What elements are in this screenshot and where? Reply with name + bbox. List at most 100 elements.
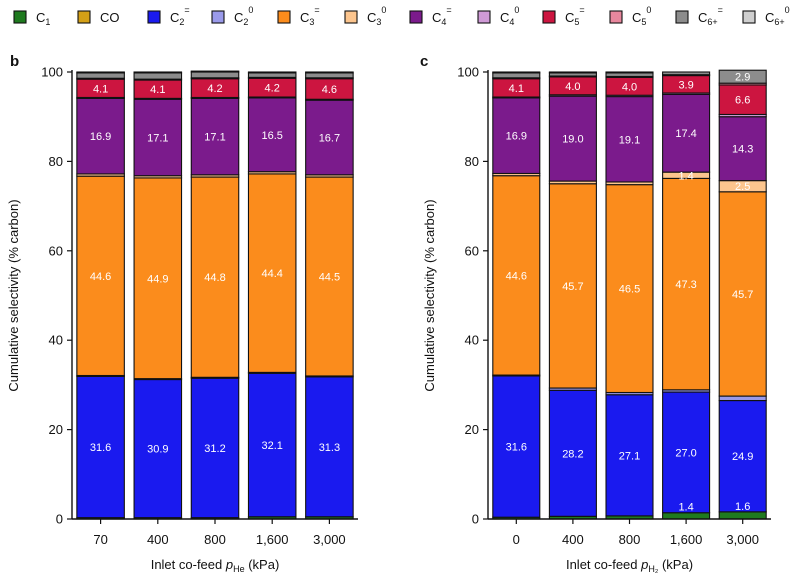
y-axis-label: Cumulative selectivity (% carbon) <box>422 199 437 391</box>
data-label: 28.2 <box>562 448 583 460</box>
bar-stack: 31.6 44.6 16.9 4.1 <box>492 71 541 520</box>
bar-segment <box>718 399 767 513</box>
y-tick-label: 0 <box>56 512 63 527</box>
data-label: 19.0 <box>562 134 583 146</box>
bar-segment <box>247 71 297 74</box>
bar-segment <box>492 71 541 74</box>
bar-segment <box>605 71 654 74</box>
bar-segment <box>76 71 125 74</box>
legend-swatch <box>542 10 556 24</box>
data-label: 44.4 <box>261 268 282 280</box>
data-label: 31.2 <box>204 443 225 455</box>
data-label: 27.1 <box>619 450 640 462</box>
y-tick-label: 60 <box>465 243 479 258</box>
data-label: 45.7 <box>732 289 753 301</box>
bar-segment <box>492 175 541 376</box>
x-tick-label: 3,000 <box>313 532 346 547</box>
x-tick-label: 3,000 <box>726 532 759 547</box>
bar-segment <box>305 72 354 79</box>
bar-segment <box>133 98 183 177</box>
legend-item-10: C6+= <box>675 5 723 27</box>
legend-label: C3= <box>300 5 320 27</box>
bar-segment <box>247 72 297 78</box>
legend-item-2: C2= <box>147 5 190 27</box>
bar-stack: 30.9 44.9 17.1 4.1 <box>133 71 183 520</box>
data-label: 4.1 <box>93 83 108 95</box>
bar-segment <box>190 377 240 519</box>
legend-swatch <box>277 10 291 24</box>
bar-segment <box>305 71 354 74</box>
bar-segment <box>718 395 767 402</box>
y-tick-label: 40 <box>465 333 479 348</box>
bar-segment <box>247 97 297 173</box>
bar-segment <box>662 177 711 391</box>
panel-letter: c <box>420 53 428 70</box>
bar-segment <box>190 97 240 176</box>
legend-swatch <box>211 10 225 24</box>
legend-label: C4= <box>432 5 452 27</box>
bar-segment <box>718 69 767 84</box>
data-label: 17.1 <box>204 132 225 144</box>
legend: C1 CO C2= C20 C3= C30 C4= C40 C5= C50 C6+= C6+0 <box>13 5 790 27</box>
bar-segment <box>305 176 354 377</box>
bar-segment <box>133 177 183 380</box>
panel-letter: b <box>10 53 19 70</box>
y-tick-label: 20 <box>49 422 63 437</box>
data-label: 4.1 <box>509 83 524 95</box>
legend-item-1: CO <box>77 10 120 25</box>
data-label: 44.9 <box>147 273 168 285</box>
legend-item-9: C50 <box>609 5 651 27</box>
y-axis-label: Cumulative selectivity (% carbon) <box>6 199 21 391</box>
data-label: 4.0 <box>622 81 637 93</box>
legend-item-7: C40 <box>477 5 519 27</box>
bar-segment <box>662 93 711 173</box>
legend-item-6: C4= <box>409 5 452 27</box>
data-label: 44.6 <box>90 271 111 283</box>
bar-stack: 27.1 46.5 19.1 4.0 <box>605 71 654 520</box>
y-tick-label: 80 <box>465 154 479 169</box>
bar-segment <box>305 376 354 518</box>
data-label: 1.6 <box>735 501 750 513</box>
data-label: 44.8 <box>204 272 225 284</box>
data-label: 30.9 <box>147 444 168 456</box>
y-tick-label: 100 <box>457 65 479 80</box>
bar-segment <box>133 378 183 519</box>
data-label: 2.9 <box>735 72 750 84</box>
data-label: 4.2 <box>207 83 222 95</box>
x-tick-label: 1,600 <box>670 532 703 547</box>
data-label: 17.4 <box>675 128 696 140</box>
bar-segment <box>605 96 654 183</box>
data-label: 6.6 <box>735 95 750 107</box>
data-label: 16.9 <box>90 131 111 143</box>
data-label: 4.6 <box>322 84 337 96</box>
data-label: 46.5 <box>619 284 640 296</box>
legend-label: C1 <box>36 10 50 27</box>
bar-stack: 1.6 24.9 45.7 2.5 14.3 6.6 2.9 <box>718 69 767 520</box>
data-label: 47.3 <box>675 279 696 291</box>
bar-stack: 32.1 44.4 16.5 4.2 <box>247 71 297 520</box>
bar-segment <box>662 391 711 514</box>
bar-segment <box>305 99 354 176</box>
bar-segment <box>133 71 183 74</box>
x-tick-label: 400 <box>147 532 169 547</box>
bar-segment <box>133 72 183 80</box>
bar-segment <box>190 70 240 73</box>
data-label: 16.7 <box>319 132 340 144</box>
bar-stack: 28.2 45.7 19.0 4.0 <box>548 71 597 520</box>
legend-item-3: C20 <box>211 5 253 27</box>
legend-swatch <box>13 10 27 24</box>
legend-label: C2= <box>170 5 190 27</box>
legend-swatch <box>344 10 358 24</box>
data-label: 24.9 <box>732 451 753 463</box>
legend-item-5: C30 <box>344 5 386 27</box>
legend-label: C40 <box>500 5 519 27</box>
data-label: 4.0 <box>565 81 580 93</box>
bar-segment <box>718 191 767 397</box>
legend-swatch <box>742 10 756 24</box>
data-label: 31.6 <box>506 442 527 454</box>
data-label: 16.9 <box>506 131 527 143</box>
y-tick-label: 80 <box>49 154 63 169</box>
legend-swatch <box>147 10 161 24</box>
bar-segment <box>548 389 597 517</box>
